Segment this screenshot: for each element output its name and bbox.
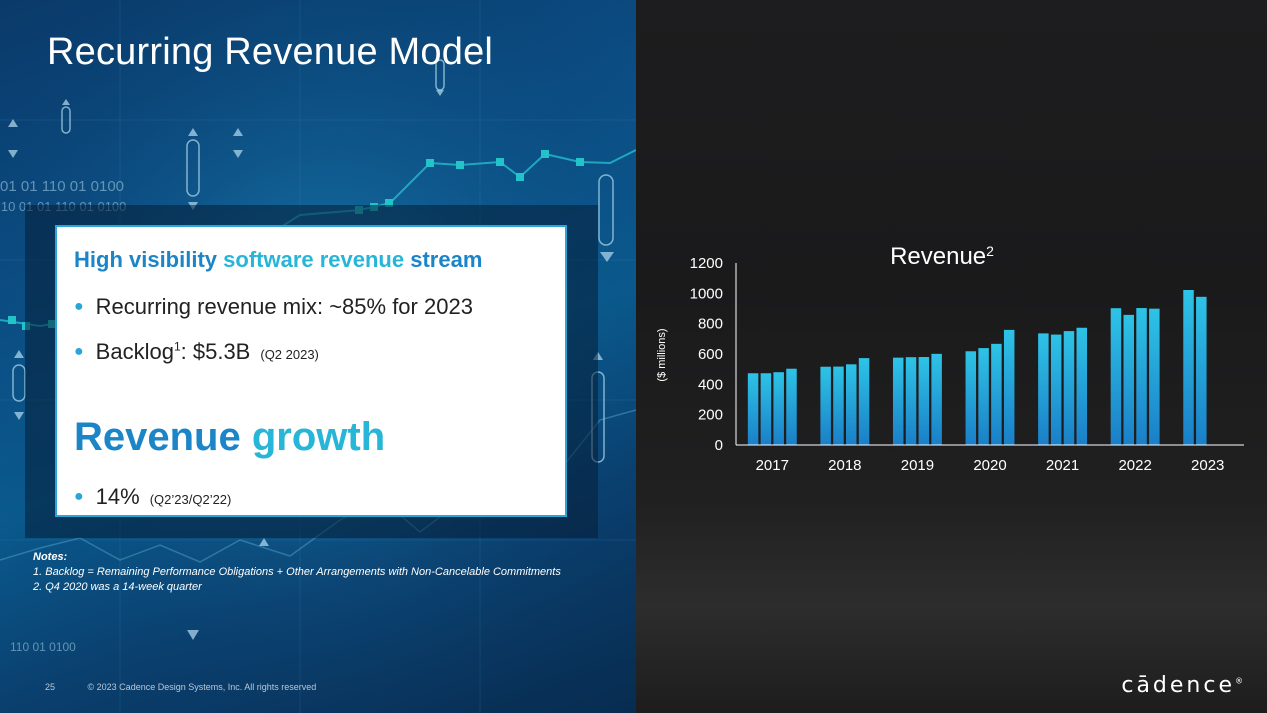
cadence-logo: cādence®: [1121, 673, 1243, 698]
bar-2022-q4: [1149, 308, 1160, 445]
card-heading-part-2: software revenue: [223, 247, 405, 272]
bullet-growth-rate: ● 14% (Q2’23/Q2’22): [74, 484, 231, 510]
bar-2022-q1: [1110, 308, 1122, 445]
copyright-text: © 2023 Cadence Design Systems, Inc. All …: [87, 682, 317, 692]
card-heading: High visibility software revenue stream: [74, 247, 482, 273]
bar-2021-q2: [1050, 334, 1062, 445]
y-tick-label: 0: [715, 437, 723, 454]
bar-series: [747, 289, 1207, 445]
bar-2018-q2: [833, 366, 844, 445]
bar-2018-q4: [858, 358, 870, 445]
x-tick-label: 2018: [828, 457, 861, 474]
bar-2019-q2: [905, 357, 917, 445]
bar-2017-q4: [786, 368, 797, 445]
x-tick-label: 2020: [973, 457, 1006, 474]
bar-2021-q4: [1076, 327, 1088, 445]
bullet-backlog: ● Backlog1: $5.3B (Q2 2023): [74, 339, 319, 365]
growth-heading-part-1: Revenue: [74, 415, 241, 459]
bar-2017-q1: [747, 373, 759, 445]
x-axis-ticks: 2017 2018 2019 2020 2021 2022 2023: [756, 457, 1225, 474]
bullet-dot-icon: ●: [74, 343, 84, 360]
page-number: 25: [45, 682, 56, 692]
bar-2020-q2: [978, 348, 989, 445]
bullet-recurring-mix-text: Recurring revenue mix: ~85% for 2023: [95, 294, 473, 319]
growth-heading-part-2: growth: [251, 415, 386, 459]
y-tick-label: 400: [698, 376, 723, 393]
bar-2017-q2: [760, 373, 772, 445]
bar-2018-q3: [846, 364, 857, 445]
x-tick-label: 2022: [1118, 457, 1151, 474]
bullet-dot-icon: ●: [74, 298, 84, 315]
card-heading-part-3: stream: [404, 247, 483, 272]
bullet-recurring-mix: ● Recurring revenue mix: ~85% for 2023: [74, 294, 473, 320]
logo-registered-mark: ®: [1235, 676, 1243, 686]
x-tick-label: 2023: [1191, 457, 1224, 474]
y-axis-ticks: 0 200 400 600 800 1000 1200: [690, 255, 723, 454]
right-background-panel: [636, 0, 1267, 713]
bar-2021-q1: [1038, 333, 1049, 445]
bar-2021-q3: [1063, 331, 1075, 445]
growth-rate-value: 14%: [95, 484, 140, 509]
binary-text-3: 110 01 0100: [10, 640, 76, 654]
notes-title: Notes:: [33, 551, 68, 563]
revenue-bar-chart: Revenue2 ($ millions) 0 200 400 600 800 1000 1…: [656, 243, 1244, 474]
binary-text-1: 01 01 110 01 0100: [0, 178, 124, 195]
y-tick-label: 600: [698, 346, 723, 363]
info-card: High visibility software revenue stream …: [55, 225, 567, 517]
bar-2019-q3: [918, 357, 930, 445]
backlog-period: (Q2 2023): [260, 347, 319, 362]
y-tick-label: 800: [698, 316, 723, 333]
bar-2019-q4: [931, 353, 942, 445]
note-2: 2. Q4 2020 was a 14-week quarter: [33, 581, 202, 593]
chart-title-footnote: 2: [986, 243, 994, 259]
bar-2020-q4: [1003, 329, 1015, 445]
bar-2023-q2: [1196, 296, 1207, 445]
backlog-footnote-marker: 1: [173, 339, 181, 354]
revenue-growth-heading: Revenue growth: [74, 415, 385, 460]
x-tick-label: 2019: [901, 457, 934, 474]
x-tick-label: 2017: [756, 457, 789, 474]
bar-2017-q3: [773, 372, 784, 445]
bar-2020-q1: [965, 351, 977, 445]
backlog-label: Backlog: [95, 339, 174, 364]
bar-2023-q1: [1183, 289, 1194, 445]
bar-2022-q3: [1136, 308, 1147, 445]
bar-2022-q2: [1123, 314, 1134, 445]
logo-text: cādence: [1121, 673, 1235, 698]
backlog-value: : $5.3B: [180, 339, 251, 364]
footer: 25 © 2023 Cadence Design Systems, Inc. A…: [45, 682, 316, 692]
y-tick-label: 1200: [690, 255, 723, 272]
chart-title-text: Revenue: [890, 243, 986, 270]
note-1: 1. Backlog = Remaining Performance Oblig…: [33, 566, 561, 578]
growth-rate-period: (Q2’23/Q2’22): [149, 492, 232, 507]
bullet-dot-icon: ●: [74, 488, 84, 505]
y-tick-label: 1000: [690, 285, 723, 302]
x-tick-label: 2021: [1046, 457, 1079, 474]
footnotes: Notes: 1. Backlog = Remaining Performanc…: [33, 550, 561, 595]
bar-2019-q1: [892, 357, 904, 445]
y-axis-label: ($ millions): [656, 328, 668, 381]
y-tick-label: 200: [698, 407, 723, 424]
card-heading-part-1: High visibility: [74, 247, 224, 272]
slide-title: Recurring Revenue Model: [47, 31, 494, 73]
bar-2018-q1: [820, 366, 831, 445]
bar-2020-q3: [991, 343, 1002, 445]
chart-title: Revenue2: [890, 243, 994, 270]
